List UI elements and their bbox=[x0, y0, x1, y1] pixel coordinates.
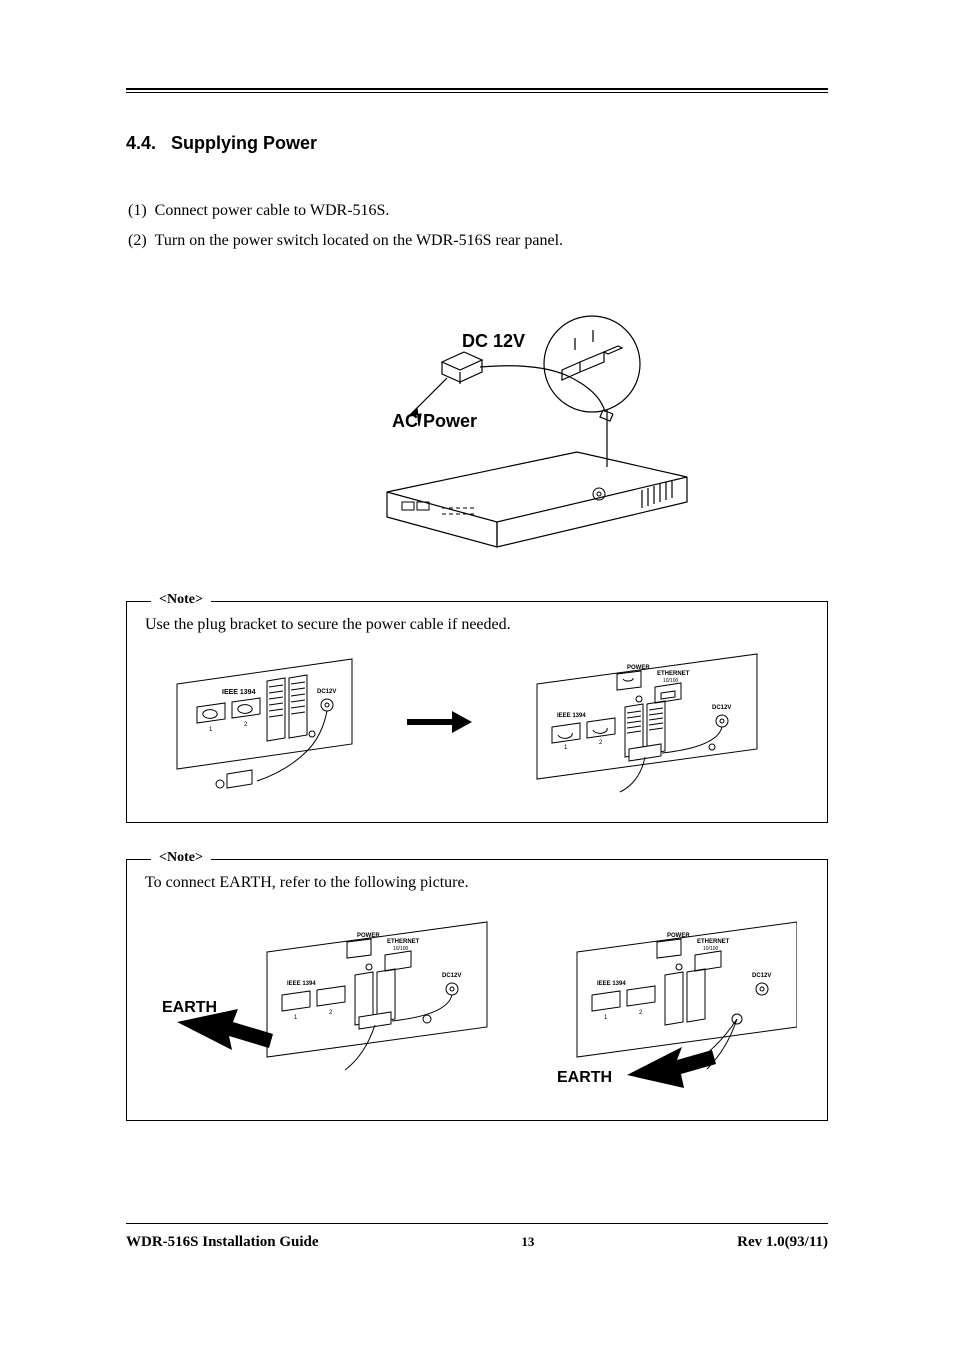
section-title: Supplying Power bbox=[171, 133, 317, 153]
arrow-icon bbox=[407, 711, 472, 733]
device-icon bbox=[387, 452, 687, 547]
svg-text:POWER: POWER bbox=[627, 665, 650, 671]
top-rule bbox=[126, 88, 828, 93]
bracket-right-panel: POWER ETHERNET 10/100 IEEE 1394 1 2 bbox=[537, 654, 757, 792]
svg-text:POWER: POWER bbox=[667, 933, 690, 939]
step-list: (1) Connect power cable to WDR-516S. (2)… bbox=[128, 196, 828, 257]
step-2: (2) Turn on the power switch located on … bbox=[128, 226, 828, 256]
svg-text:2: 2 bbox=[639, 1010, 643, 1016]
step-1: (1) Connect power cable to WDR-516S. bbox=[128, 196, 828, 226]
earth-label-left: EARTH bbox=[162, 999, 217, 1016]
svg-text:2: 2 bbox=[329, 1010, 333, 1016]
step-2-text: Turn on the power switch located on the … bbox=[155, 232, 563, 249]
svg-text:1: 1 bbox=[294, 1015, 298, 1021]
svg-text:2: 2 bbox=[599, 740, 603, 746]
svg-text:IEEE 1394: IEEE 1394 bbox=[287, 981, 316, 987]
svg-text:10/100: 10/100 bbox=[393, 946, 409, 952]
dc12v-label: DC 12V bbox=[462, 331, 525, 351]
note-1-figure: IEEE 1394 1 2 DC12V bbox=[145, 644, 809, 804]
svg-text:10/100: 10/100 bbox=[703, 946, 719, 952]
note-2-legend: <Note> bbox=[151, 850, 211, 866]
earth-right-panel: POWER ETHERNET 10/100 IEEE 1394 1 2 DC12… bbox=[577, 922, 797, 1069]
svg-text:IEEE 1394: IEEE 1394 bbox=[222, 689, 256, 696]
svg-text:1: 1 bbox=[209, 727, 213, 733]
earth-left-panel: POWER ETHERNET 10/100 IEEE 1394 1 2 DC12… bbox=[267, 922, 487, 1070]
note-2-figure: EARTH POWER ETHERNET 10/100 IEEE 1394 1 bbox=[145, 902, 809, 1102]
svg-text:2: 2 bbox=[244, 722, 248, 728]
section-number: 4.4. bbox=[126, 133, 156, 153]
bracket-diagram-svg: IEEE 1394 1 2 DC12V bbox=[157, 649, 797, 799]
svg-text:DC12V: DC12V bbox=[442, 973, 461, 979]
earth-label-right: EARTH bbox=[557, 1069, 612, 1086]
note-1-legend: <Note> bbox=[151, 592, 211, 608]
svg-text:DC12V: DC12V bbox=[752, 973, 771, 979]
svg-text:ETHERNET: ETHERNET bbox=[697, 939, 730, 945]
svg-text:POWER: POWER bbox=[357, 933, 380, 939]
note-2-text: To connect EARTH, refer to the following… bbox=[145, 874, 809, 892]
step-1-num: (1) bbox=[128, 202, 147, 219]
svg-text:ETHERNET: ETHERNET bbox=[387, 939, 420, 945]
earth-diagram-svg: EARTH POWER ETHERNET 10/100 IEEE 1394 1 bbox=[157, 907, 797, 1097]
svg-text:IEEE 1394: IEEE 1394 bbox=[557, 713, 586, 719]
svg-text:ETHERNET: ETHERNET bbox=[657, 671, 690, 677]
note-1-text: Use the plug bracket to secure the power… bbox=[145, 616, 809, 634]
footer-page-number: 13 bbox=[521, 1234, 534, 1250]
svg-text:IEEE 1394: IEEE 1394 bbox=[597, 981, 626, 987]
figure-power-connection: DC 12V AC Power bbox=[126, 287, 828, 567]
note-box-1: <Note> Use the plug bracket to secure th… bbox=[126, 601, 828, 823]
svg-text:1: 1 bbox=[564, 745, 568, 751]
footer-left: WDR-516S Installation Guide bbox=[126, 1234, 319, 1251]
footer-revision: Rev 1.0(93/11) bbox=[737, 1234, 828, 1251]
note-box-2: <Note> To connect EARTH, refer to the fo… bbox=[126, 859, 828, 1121]
page-content: 4.4. Supplying Power (1) Connect power c… bbox=[126, 88, 828, 1251]
svg-text:DC12V: DC12V bbox=[712, 705, 731, 711]
earth-arrow-right bbox=[627, 1047, 716, 1088]
step-1-text: Connect power cable to WDR-516S. bbox=[155, 202, 390, 219]
svg-text:1: 1 bbox=[604, 1015, 608, 1021]
acpower-label: AC Power bbox=[392, 411, 477, 431]
svg-text:10/100: 10/100 bbox=[663, 678, 679, 684]
page-footer: WDR-516S Installation Guide 13 Rev 1.0(9… bbox=[126, 1223, 828, 1251]
section-heading: 4.4. Supplying Power bbox=[126, 133, 828, 154]
svg-text:DC12V: DC12V bbox=[317, 689, 336, 695]
step-2-num: (2) bbox=[128, 232, 147, 249]
bracket-left-panel: IEEE 1394 1 2 DC12V bbox=[177, 659, 352, 788]
power-diagram-svg: DC 12V AC Power bbox=[247, 292, 707, 562]
